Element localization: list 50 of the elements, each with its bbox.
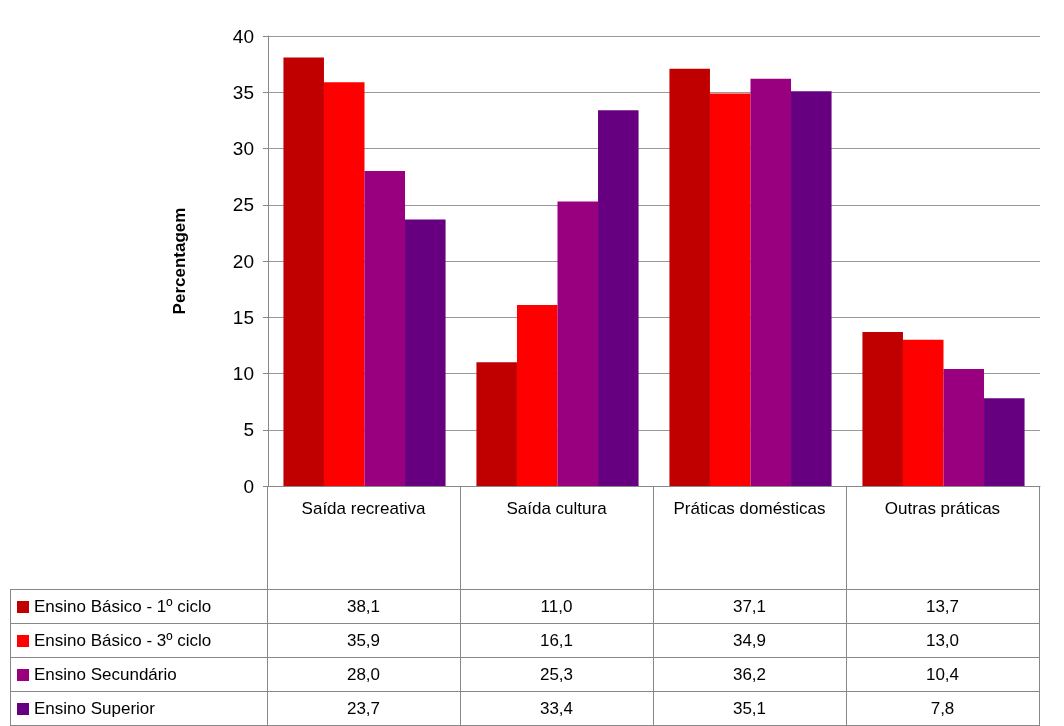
bar: [598, 110, 639, 486]
legend-label: Ensino Básico - 3º ciclo: [10, 623, 267, 658]
bar: [902, 339, 944, 486]
y-tick-label: 5: [243, 419, 254, 441]
bar: [709, 93, 751, 486]
legend-label: Ensino Superior: [10, 691, 267, 726]
legend-label: Ensino Secundário: [10, 657, 267, 692]
y-tick-label: 40: [232, 25, 254, 47]
bar: [862, 331, 903, 486]
data-label: 35,1: [653, 691, 846, 726]
data-label: 13,0: [846, 623, 1039, 658]
data-label: 33,4: [460, 691, 653, 726]
legend-label: Ensino Básico - 1º ciclo: [10, 589, 267, 624]
bar: [516, 304, 558, 486]
x-tick-label: Práticas domésticas: [653, 486, 846, 590]
y-tick-label: 15: [232, 306, 254, 328]
bar: [984, 398, 1025, 486]
y-tick-label: 20: [232, 250, 254, 272]
y-tick-label: 35: [232, 81, 254, 103]
x-tick-label: Saída cultura: [460, 486, 653, 590]
x-tick-label: Outras práticas: [846, 486, 1039, 590]
data-label: 36,2: [653, 657, 846, 692]
bar: [405, 219, 446, 486]
y-tick-label: 25: [232, 194, 254, 216]
bar: [669, 68, 710, 486]
y-tick-label: 10: [232, 363, 254, 384]
data-label: 37,1: [653, 589, 846, 624]
data-label: 7,8: [846, 691, 1039, 726]
bar: [943, 369, 985, 486]
bar: [791, 91, 832, 486]
y-axis-title: Percentagem: [170, 207, 189, 315]
data-label: 23,7: [267, 691, 460, 726]
bar: [750, 78, 792, 486]
data-label: 38,1: [267, 589, 460, 624]
bar: [283, 57, 324, 486]
data-label: 10,4: [846, 657, 1039, 692]
bar: [476, 362, 517, 486]
data-label: 28,0: [267, 657, 460, 692]
y-tick-label: 30: [232, 138, 254, 159]
data-label: 11,0: [460, 589, 653, 624]
data-label: 25,3: [460, 657, 653, 692]
data-label: 34,9: [653, 623, 846, 658]
bar: [557, 201, 599, 486]
bar: [323, 82, 365, 486]
data-label: 35,9: [267, 623, 460, 658]
data-label: 16,1: [460, 623, 653, 658]
x-tick-label: Saída recreativa: [267, 486, 460, 590]
data-label: 13,7: [846, 589, 1039, 624]
y-tick-label: 0: [243, 475, 254, 497]
bar: [364, 171, 406, 486]
